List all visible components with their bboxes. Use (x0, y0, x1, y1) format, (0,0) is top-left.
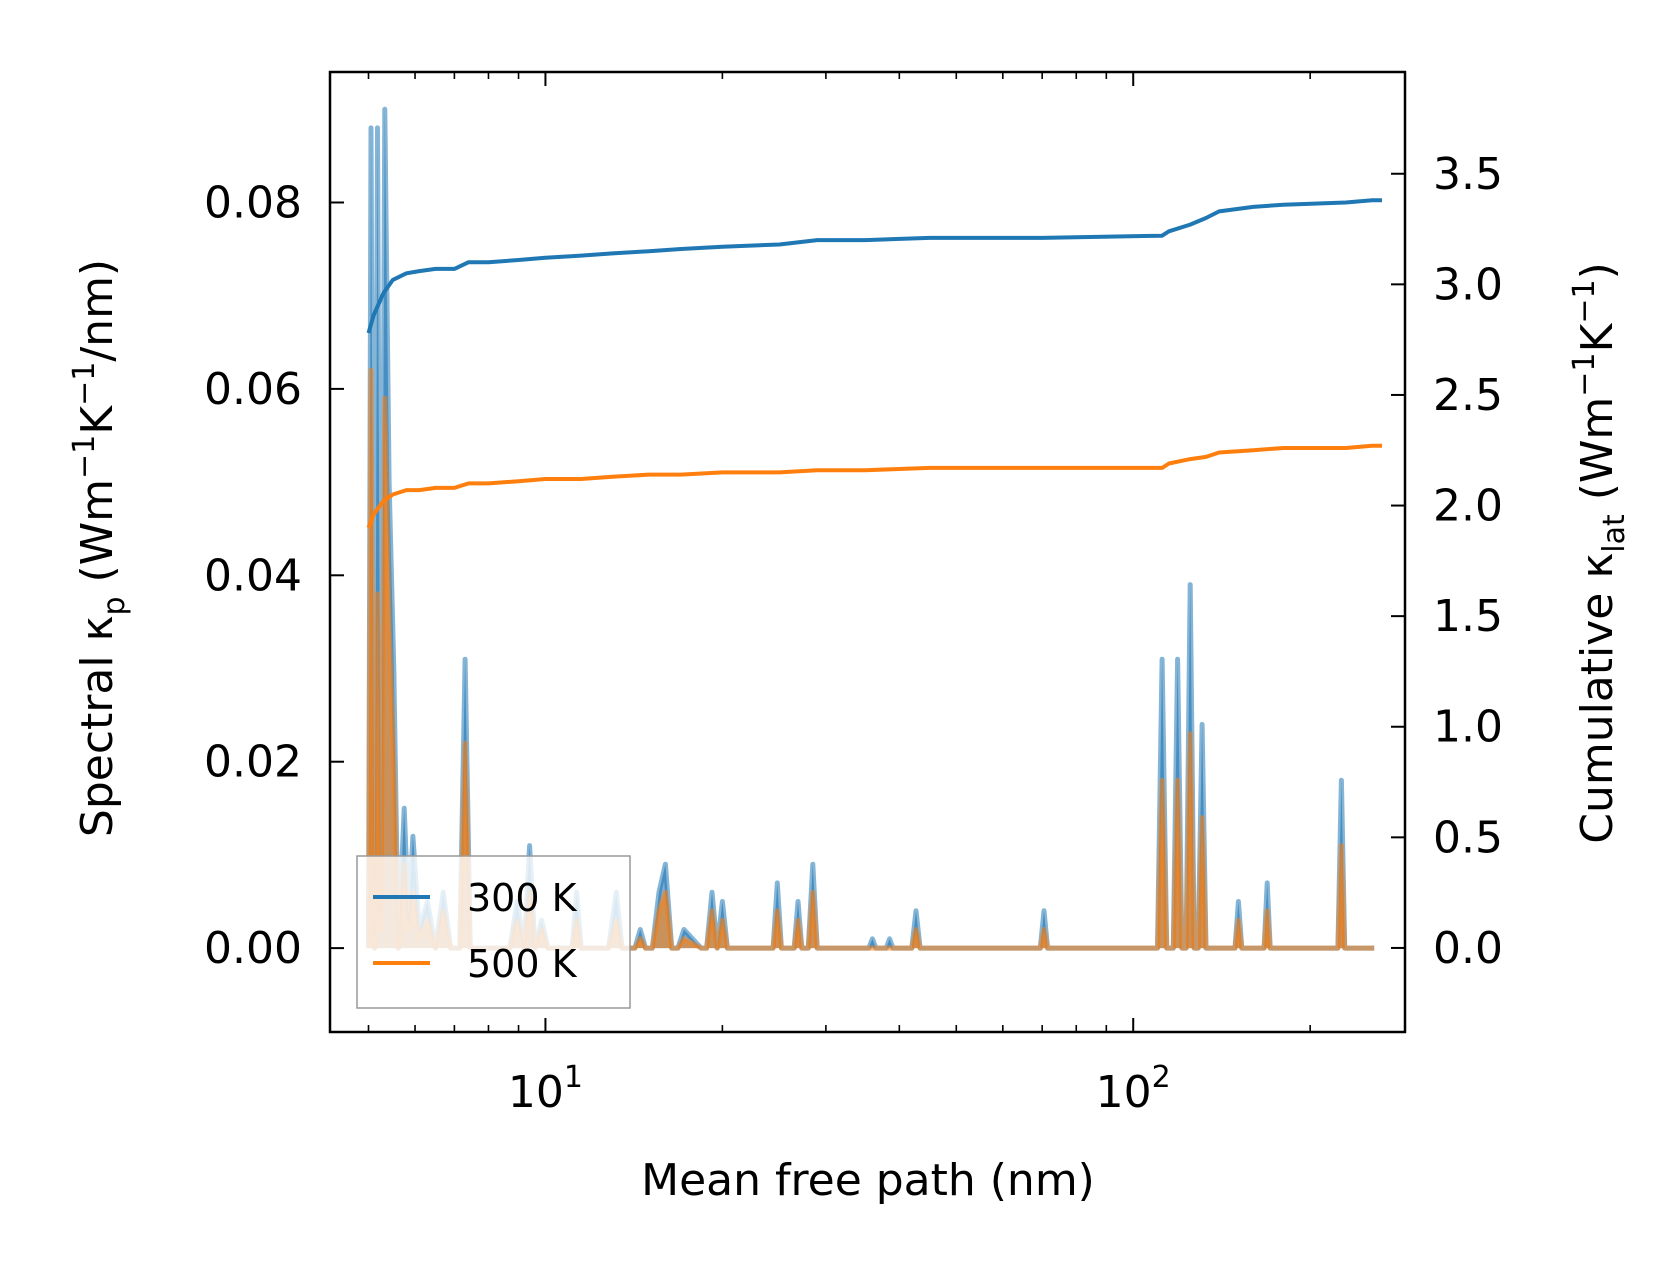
y-left-tick-label: 0.00 (204, 923, 302, 974)
y-axis-left-label: Spectral κp (Wm−1K−1/nm) (67, 259, 132, 837)
y-right-tick-label: 2.0 (1433, 481, 1503, 532)
legend: 300 K 500 K (356, 855, 631, 1009)
y-right-tick-label: 3.5 (1433, 149, 1503, 200)
y-right-tick-label: 3.0 (1433, 259, 1503, 310)
ticks-layer: 101 102 0.00 0.02 0.04 0.06 0.08 0.0 0.5 1.0 1.5 2.… (204, 72, 1503, 1118)
y-right-tick-label: 0.0 (1433, 923, 1503, 974)
y-right-tick-label: 1.5 (1433, 591, 1503, 642)
cumulative-layer (366, 198, 1382, 529)
y-right-tick-label: 1.0 (1433, 702, 1503, 753)
x-tick-label: 101 (508, 1060, 583, 1118)
legend-label-300k: 300 K (467, 876, 578, 920)
legend-label-500k: 500 K (467, 942, 578, 986)
cumulative-line-300k (366, 198, 1382, 334)
legend-frame (356, 855, 631, 1009)
x-axis-label: Mean free path (nm) (641, 1155, 1095, 1206)
x-tick-label: 102 (1096, 1060, 1171, 1118)
y-right-tick-label: 0.5 (1433, 812, 1503, 863)
plot-frame (328, 70, 1407, 1034)
y-right-tick-label: 2.5 (1433, 370, 1503, 421)
y-left-tick-label: 0.06 (204, 364, 302, 415)
y-left-tick-label: 0.08 (204, 177, 302, 228)
y-left-tick-label: 0.02 (204, 737, 302, 788)
cumulative-line-500k (366, 443, 1382, 529)
y-axis-right-label: Cumulative κlat (Wm−1K−1) (1567, 262, 1632, 844)
y-left-tick-label: 0.04 (204, 550, 302, 601)
